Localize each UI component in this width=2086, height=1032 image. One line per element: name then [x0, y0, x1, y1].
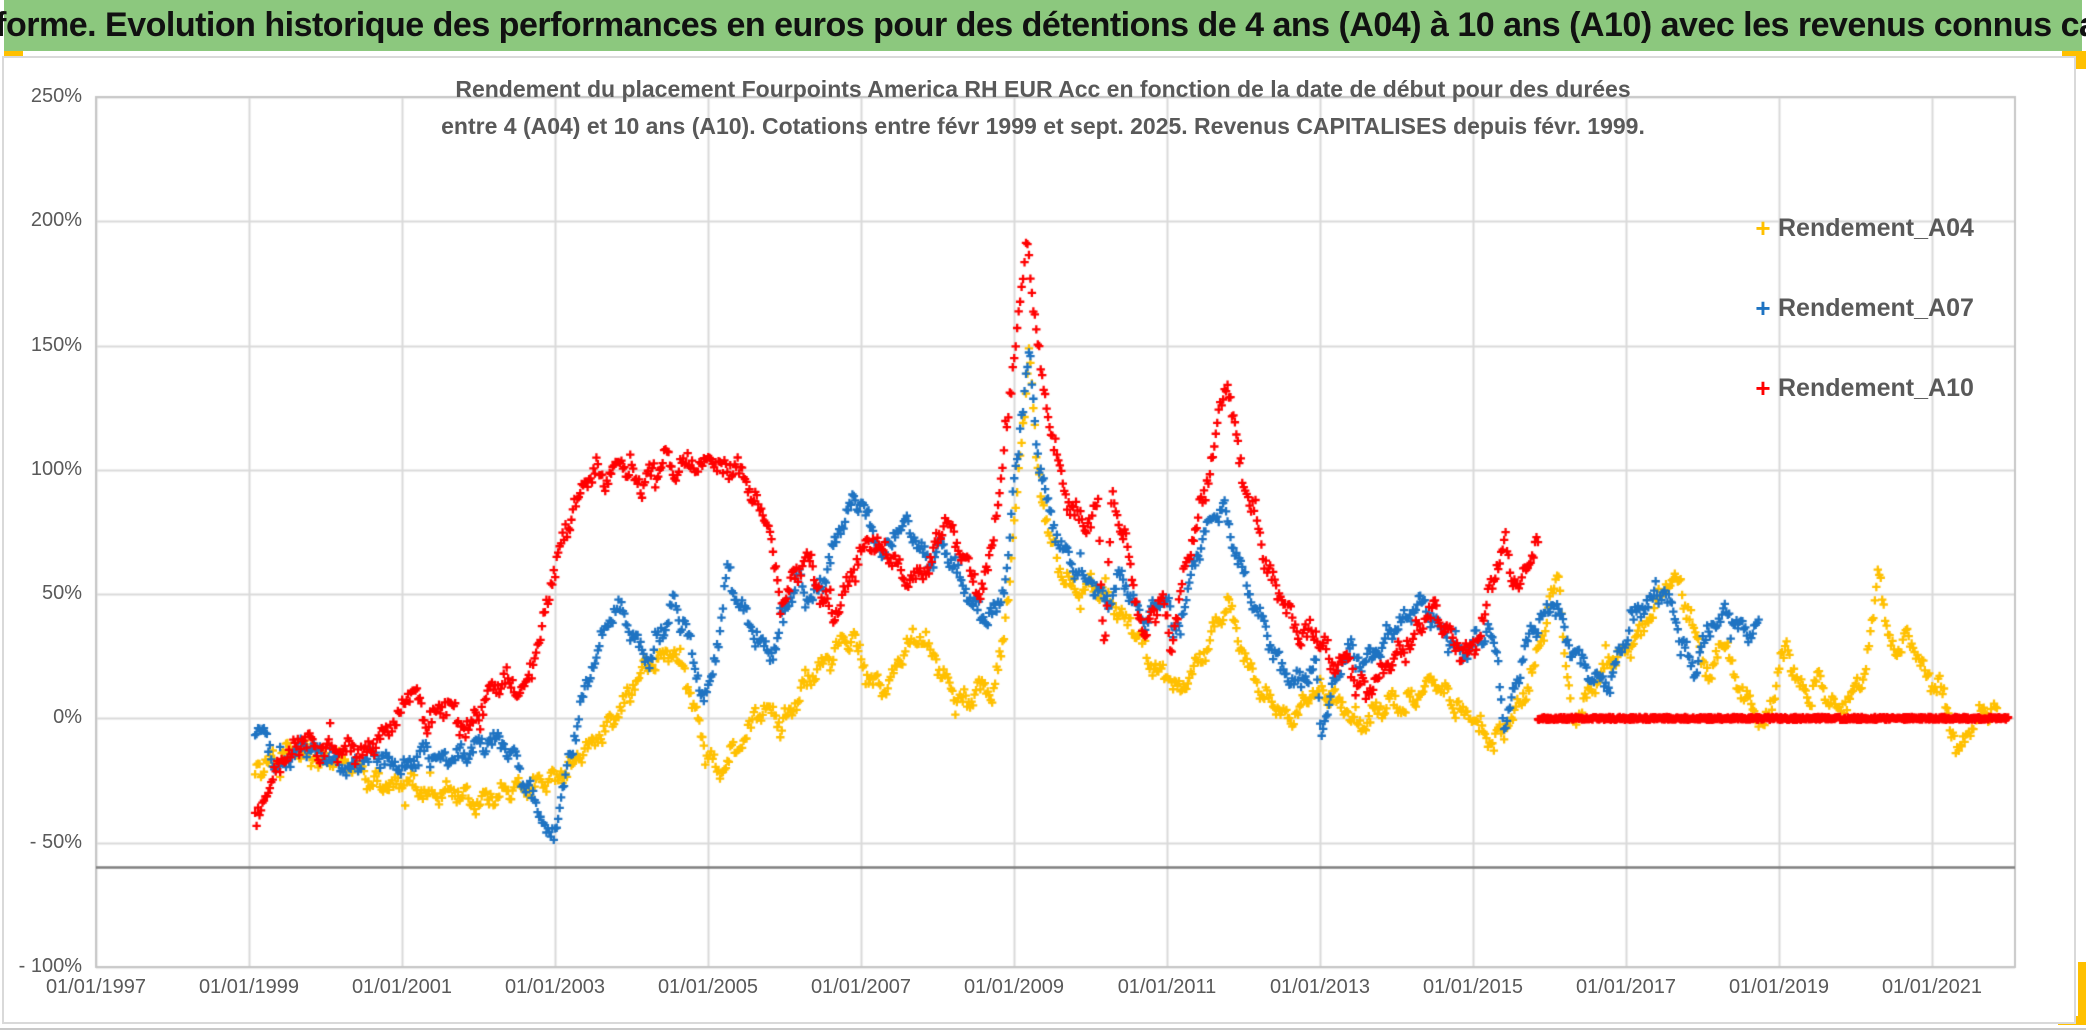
x-tick-label: 01/01/2003: [504, 976, 606, 998]
x-tick-label: 01/01/2019: [1728, 976, 1830, 998]
y-tick-label: 50%: [41, 582, 82, 605]
x-tick-label: 01/01/2005: [657, 976, 759, 998]
x-tick-label: 01/01/1997: [45, 976, 147, 998]
x-tick-label: 01/01/2007: [810, 976, 912, 998]
y-tick-label: - 50%: [29, 830, 82, 853]
legend-label: Rendement_A04: [1778, 213, 1974, 242]
plus-icon: +: [1755, 213, 1771, 243]
chart-title-line1: Rendement du placement Fourpoints Americ…: [455, 76, 1631, 102]
y-tick-label: 150%: [30, 333, 82, 356]
x-tick-label: 01/01/2013: [1269, 976, 1371, 998]
legend-label: Rendement_A10: [1778, 373, 1974, 402]
y-tick-label: - 100%: [18, 955, 82, 977]
x-tick-label: 01/01/2017: [1575, 976, 1677, 998]
chart-title-line2: entre 4 (A04) et 10 ans (A10). Cotations…: [441, 113, 1645, 139]
legend-item-rendement_a07[interactable]: + Rendement_A07: [1748, 288, 1974, 328]
sheet-row-divider: [0, 1028, 2086, 1030]
legend-item-rendement_a10[interactable]: + Rendement_A10: [1748, 368, 1974, 408]
legend-item-rendement_a04[interactable]: + Rendement_A04: [1748, 208, 1974, 248]
x-tick-label: 01/01/2009: [963, 976, 1065, 998]
x-tick-label: 01/01/1999: [198, 976, 300, 998]
plus-icon: +: [1755, 293, 1771, 323]
y-tick-label: 250%: [30, 85, 82, 107]
y-tick-label: 0%: [53, 706, 82, 729]
y-tick-label: 200%: [30, 209, 82, 232]
x-tick-label: 01/01/2021: [1881, 976, 1983, 998]
y-tick-label: 100%: [30, 457, 82, 480]
plus-icon: +: [1755, 373, 1771, 403]
legend-label: Rendement_A07: [1778, 293, 1974, 322]
x-tick-label: 01/01/2011: [1117, 976, 1217, 998]
x-tick-label: 01/01/2015: [1422, 976, 1524, 998]
x-tick-label: 01/01/2001: [351, 976, 453, 998]
